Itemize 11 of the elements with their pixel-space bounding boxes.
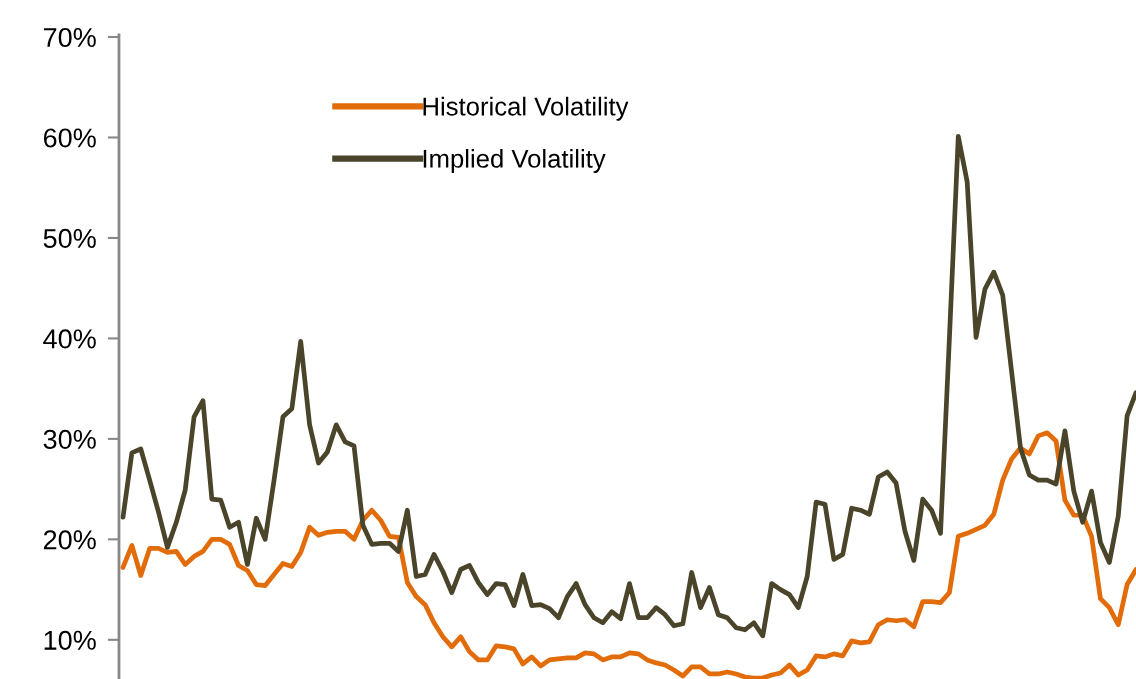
line-series — [120, 430, 1136, 679]
y-tick-label: 50% — [43, 228, 96, 249]
y-tick-label: 10% — [44, 630, 96, 650]
legend-label: Historical Volatility — [423, 96, 629, 121]
y-tick-label: 60% — [43, 128, 96, 148]
y-tick-label: 20% — [43, 530, 96, 550]
legend-label: Implied Volatility — [423, 148, 606, 173]
y-tick-label: 40% — [43, 329, 96, 349]
line-series — [120, 134, 1136, 639]
y-tick-label: 70% — [43, 27, 96, 48]
y-tick-label: 30% — [43, 429, 96, 449]
